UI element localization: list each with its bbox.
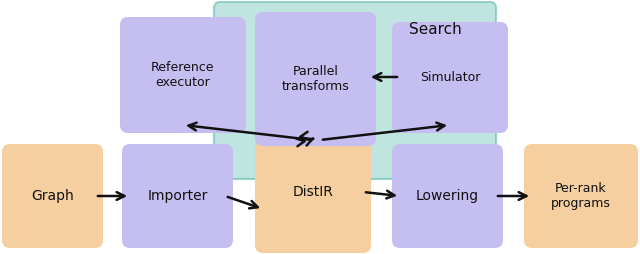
Text: Search: Search (408, 22, 461, 37)
FancyBboxPatch shape (214, 2, 496, 179)
FancyBboxPatch shape (255, 132, 371, 253)
Text: Simulator: Simulator (420, 71, 480, 84)
FancyBboxPatch shape (122, 144, 233, 248)
Text: Graph: Graph (31, 189, 74, 203)
Text: Importer: Importer (147, 189, 208, 203)
Text: Parallel
transforms: Parallel transforms (282, 65, 349, 93)
FancyBboxPatch shape (255, 12, 376, 146)
Text: Lowering: Lowering (416, 189, 479, 203)
FancyBboxPatch shape (392, 144, 503, 248)
FancyBboxPatch shape (524, 144, 638, 248)
FancyBboxPatch shape (120, 17, 246, 133)
Text: Reference
executor: Reference executor (151, 61, 215, 89)
Text: DistIR: DistIR (292, 185, 333, 199)
Text: Per-rank
programs: Per-rank programs (551, 182, 611, 210)
FancyBboxPatch shape (2, 144, 103, 248)
FancyBboxPatch shape (392, 22, 508, 133)
